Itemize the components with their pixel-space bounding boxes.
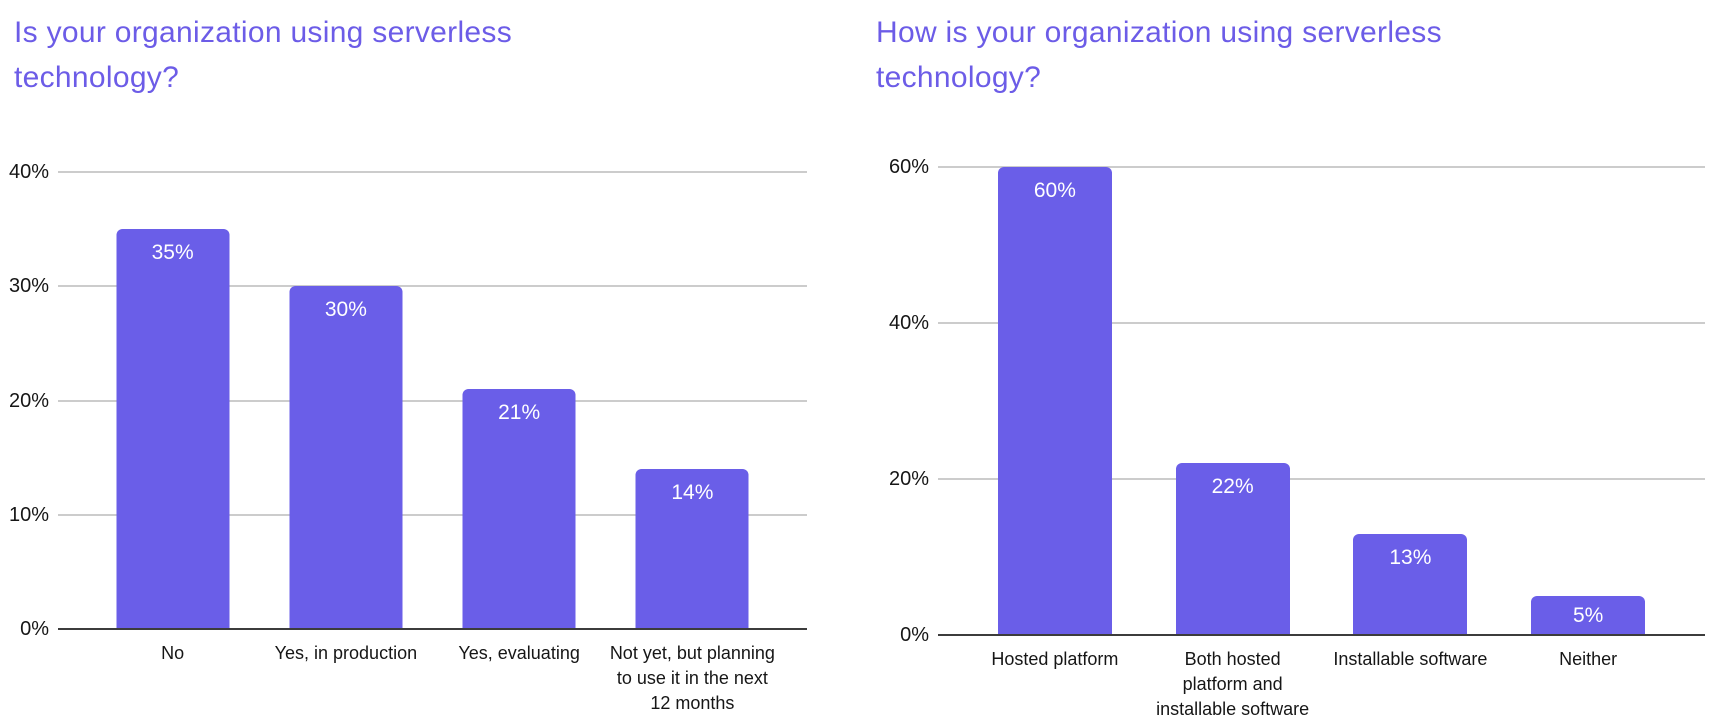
chart-how-org-using-serverless: How is your organization using serverles… [860, 0, 1720, 720]
bar-column: 14% [606, 172, 779, 629]
gridline [58, 171, 807, 173]
bar-column: 60% [966, 167, 1144, 635]
chart-title-line: How is your organization using serverles… [876, 16, 1442, 49]
x-axis-category-label: Hosted platform [966, 647, 1144, 722]
y-axis-tick-label: 0% [900, 624, 929, 646]
y-axis-tick-label: 10% [8, 503, 49, 526]
x-axis-baseline [58, 628, 807, 630]
bar-value-label: 5% [1572, 604, 1604, 627]
x-axis-category-label: Yes, in production [259, 641, 432, 716]
gridline [58, 513, 807, 516]
bar-column: 21% [433, 172, 606, 629]
x-axis-baseline [938, 634, 1705, 636]
x-axis-category-label: Both hosted platform and installable softw… [1144, 647, 1322, 722]
x-axis-category-label: Not yet, but planning to use it in the ne… [606, 641, 779, 716]
category-label-line: Installable software [1333, 649, 1488, 669]
y-axis-tick-label: 30% [8, 275, 49, 298]
x-axis-labels: Hosted platform Both hosted platform and in… [966, 647, 1677, 722]
bar-column: 13% [1322, 167, 1500, 635]
bar-value-label: 60% [1033, 179, 1076, 202]
chart-title: How is your organization using serverles… [876, 10, 1442, 100]
gridline [938, 322, 1705, 324]
bar-value-label: 21% [498, 401, 541, 424]
bar: 30% [289, 286, 403, 629]
y-axis-tick-label: 60% [888, 156, 929, 178]
bar: 22% [1175, 463, 1290, 635]
y-axis-tick-label: 20% [8, 389, 49, 412]
category-label-line: Hosted platform [991, 649, 1119, 669]
x-axis-category-label: Neither [1499, 647, 1677, 722]
bar: 60% [997, 167, 1112, 635]
bar: 21% [462, 389, 576, 629]
y-axis-tick-label: 0% [20, 618, 49, 640]
x-axis-labels: No Yes, in production Yes, evaluating Not y… [86, 641, 779, 716]
y-axis-tick-label: 40% [888, 312, 929, 334]
category-label-line: Not yet, but planning [609, 643, 775, 663]
x-axis-category-label: Installable software [1322, 647, 1500, 722]
gridline [58, 285, 807, 288]
category-label-line: Yes, in production [274, 643, 418, 663]
category-label-line: Yes, evaluating [458, 643, 580, 663]
gridline [58, 399, 807, 402]
gridline [938, 166, 1705, 168]
bar-column: 35% [86, 172, 259, 629]
bar-value-label: 30% [324, 298, 367, 321]
bar-value-label: 22% [1211, 475, 1254, 498]
chart-title-line: technology? [876, 61, 1042, 94]
chart-is-org-using-serverless: Is your organization using serverless te… [0, 0, 860, 720]
bar-value-label: 13% [1389, 546, 1432, 569]
category-label-line: platform and [1182, 674, 1283, 694]
bar: 13% [1353, 534, 1468, 635]
y-axis-tick-label: 20% [888, 468, 929, 490]
bars-area: 35% 30% 21% 14% [86, 172, 779, 629]
bar: 14% [635, 469, 749, 629]
category-label-line: to use it in the next [616, 668, 768, 688]
bar-value-label: 35% [151, 241, 194, 264]
category-label-line: Both hosted [1184, 649, 1281, 669]
chart-title-line: Is your organization using serverless [14, 16, 512, 49]
bar-column: 5% [1499, 167, 1677, 635]
bar-column: 22% [1144, 167, 1322, 635]
gridline [938, 478, 1705, 480]
bar: 5% [1531, 596, 1646, 635]
x-axis-category-label: No [86, 641, 259, 716]
bar-column: 30% [259, 172, 432, 629]
plot-area: 0% 20% 40% 60% 60% 22% 13% 5% Hosted platform Bot… [860, 0, 1720, 720]
bar: 35% [116, 229, 230, 629]
bar-value-label: 14% [671, 481, 714, 504]
chart-title-line: technology? [14, 61, 180, 94]
plot-area: 0% 10% 20% 30% 40% 35% 30% 21% 14% No Yes, in prod… [0, 0, 860, 720]
chart-title: Is your organization using serverless te… [14, 10, 512, 100]
bars-area: 60% 22% 13% 5% [966, 167, 1677, 635]
y-axis-tick-label: 40% [8, 161, 49, 183]
category-label-line: No [161, 643, 185, 663]
category-label-line: installable software [1156, 699, 1310, 719]
category-label-line: Neither [1559, 649, 1618, 669]
category-label-line: 12 months [650, 693, 735, 713]
x-axis-category-label: Yes, evaluating [433, 641, 606, 716]
